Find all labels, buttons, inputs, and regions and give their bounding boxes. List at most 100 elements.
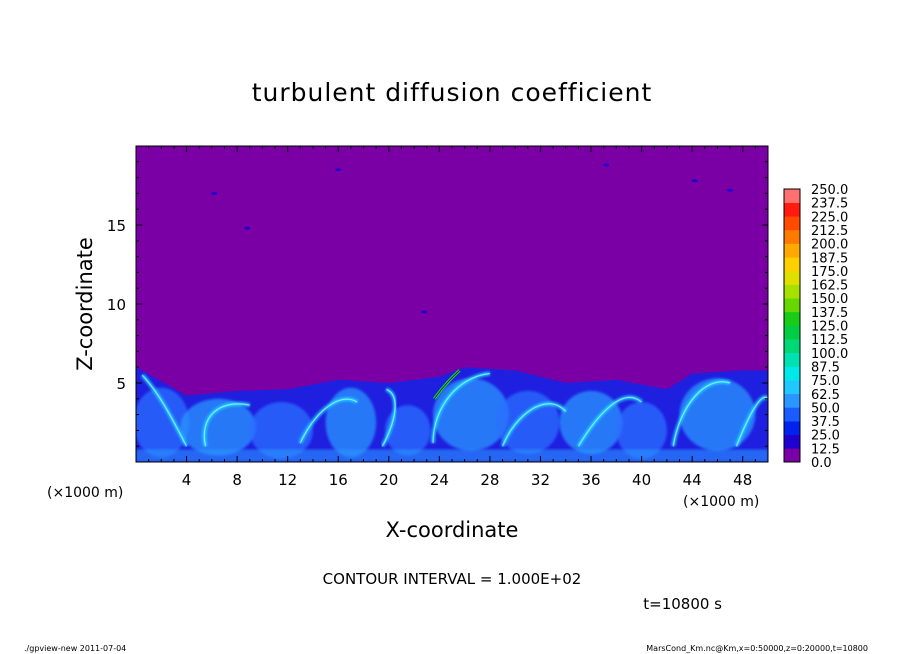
colorbar-label: 162.5: [811, 279, 848, 294]
turbulent-layer: [136, 163, 768, 462]
colorbar-segment: [784, 380, 800, 395]
surface-layer: [136, 449, 768, 462]
x-tick-label: 48: [733, 471, 752, 489]
plume: [180, 398, 257, 456]
speck: [421, 310, 428, 314]
colorbar-label: 125.0: [811, 320, 848, 335]
plume: [433, 378, 509, 451]
x-axis-label: X-coordinate: [386, 518, 519, 542]
plume: [249, 401, 313, 459]
colorbar-label: 25.0: [811, 429, 840, 444]
plume: [385, 405, 431, 456]
y-unit-label: (×1000 m): [47, 485, 123, 501]
eddy-core: [381, 388, 396, 447]
x-tick-label: 32: [531, 471, 550, 489]
y-tick-label: 5: [116, 375, 126, 393]
footer-right: MarsCond_Km.nc@Km,x=0:50000,z=0:20000,t=…: [646, 644, 868, 653]
colorbar-segment: [784, 325, 800, 340]
y-axis-label: Z-coordinate: [73, 237, 97, 371]
plume: [496, 390, 560, 455]
speck: [211, 191, 218, 195]
colorbar-segment: [784, 284, 800, 299]
colorbar-segment: [784, 407, 800, 422]
colorbar-label: 37.5: [811, 415, 840, 430]
colorbar-segment: [784, 189, 800, 203]
plume: [559, 390, 623, 455]
x-tick-label: 36: [581, 471, 600, 489]
y-tick-label: 10: [107, 296, 126, 314]
eddy-core: [299, 398, 358, 444]
colorbar-segment: [784, 366, 800, 381]
colorbar-segment: [784, 434, 800, 449]
plume: [616, 401, 667, 459]
x-axis-ticks: 4 8 12 16 20 24 28 32 36 40 44 48: [148, 146, 756, 489]
colorbar-segment: [784, 311, 800, 326]
colorbar-label: 12.5: [811, 442, 840, 457]
contour-line: [434, 370, 460, 399]
x-tick-label: 4: [182, 471, 192, 489]
colorbar-label: 150.0: [811, 292, 848, 307]
colorbar-label: 225.0: [811, 210, 848, 225]
colorbar-label: 100.0: [811, 347, 848, 362]
x-tick-label: 24: [430, 471, 449, 489]
speck: [603, 163, 610, 167]
colorbar-label: 62.5: [811, 388, 840, 403]
eddy-core: [577, 396, 642, 447]
plume: [679, 378, 756, 451]
colorbar-frame: [783, 188, 801, 463]
colorbar-segment: [784, 257, 800, 272]
colorbar-label: 112.5: [811, 333, 848, 348]
colorbar-segment: [784, 352, 800, 367]
eddy-core: [672, 381, 731, 447]
colorbar-label: 50.0: [811, 401, 840, 416]
plume: [325, 387, 377, 458]
x-tick-label: 28: [480, 471, 499, 489]
colorbar-segment: [784, 421, 800, 435]
colorbar-label: 87.5: [811, 360, 840, 375]
colorbar-label: 250.0: [811, 183, 848, 198]
plume: [136, 387, 190, 458]
eddy-core: [203, 403, 250, 447]
colorbar-segment: [784, 270, 800, 285]
x-tick-label: 40: [632, 471, 651, 489]
colorbar-label: 175.0: [811, 265, 848, 280]
x-tick-label: 16: [329, 471, 348, 489]
colorbar-segment: [784, 339, 800, 354]
y-tick-label: 15: [107, 217, 126, 235]
eddy-core: [735, 396, 768, 447]
colorbar: 0.012.525.037.550.062.575.087.5100.0112.…: [783, 183, 848, 471]
colorbar-segment: [784, 216, 800, 231]
colorbar-label: 212.5: [811, 224, 848, 239]
footer-left: ./gpview-new 2011-07-04: [24, 644, 126, 653]
colorbar-segment: [784, 393, 800, 408]
colorbar-label: 237.5: [811, 197, 848, 212]
y-axis-ticks: 5 10 15: [107, 161, 768, 447]
eddy-core: [432, 372, 490, 444]
speck: [691, 179, 698, 183]
x-tick-label: 20: [379, 471, 398, 489]
colorbar-label: 200.0: [811, 238, 848, 253]
colorbar-segment: [784, 448, 800, 463]
contour-interval: CONTOUR INTERVAL = 1.000E+02: [323, 570, 582, 588]
x-tick-label: 12: [278, 471, 297, 489]
chart-title: turbulent diffusion coefficient: [252, 78, 653, 107]
time-label: t=10800 s: [643, 595, 722, 613]
speck: [244, 226, 251, 230]
speck: [335, 168, 342, 172]
colorbar-segment: [784, 202, 800, 217]
eddy-core: [502, 403, 567, 447]
colorbar-label: 187.5: [811, 251, 848, 266]
colorbar-label: 0.0: [811, 456, 832, 471]
colorbar-label: 75.0: [811, 374, 840, 389]
eddy-core: [141, 374, 188, 447]
x-unit-label: (×1000 m): [683, 494, 759, 510]
colorbar-segment: [784, 298, 800, 313]
x-tick-label: 44: [683, 471, 702, 489]
colorbar-segment: [784, 243, 800, 258]
plot-area: [135, 145, 769, 463]
speck: [727, 188, 734, 192]
colorbar-label: 137.5: [811, 306, 848, 321]
colorbar-segment: [784, 229, 800, 244]
x-tick-label: 8: [232, 471, 242, 489]
